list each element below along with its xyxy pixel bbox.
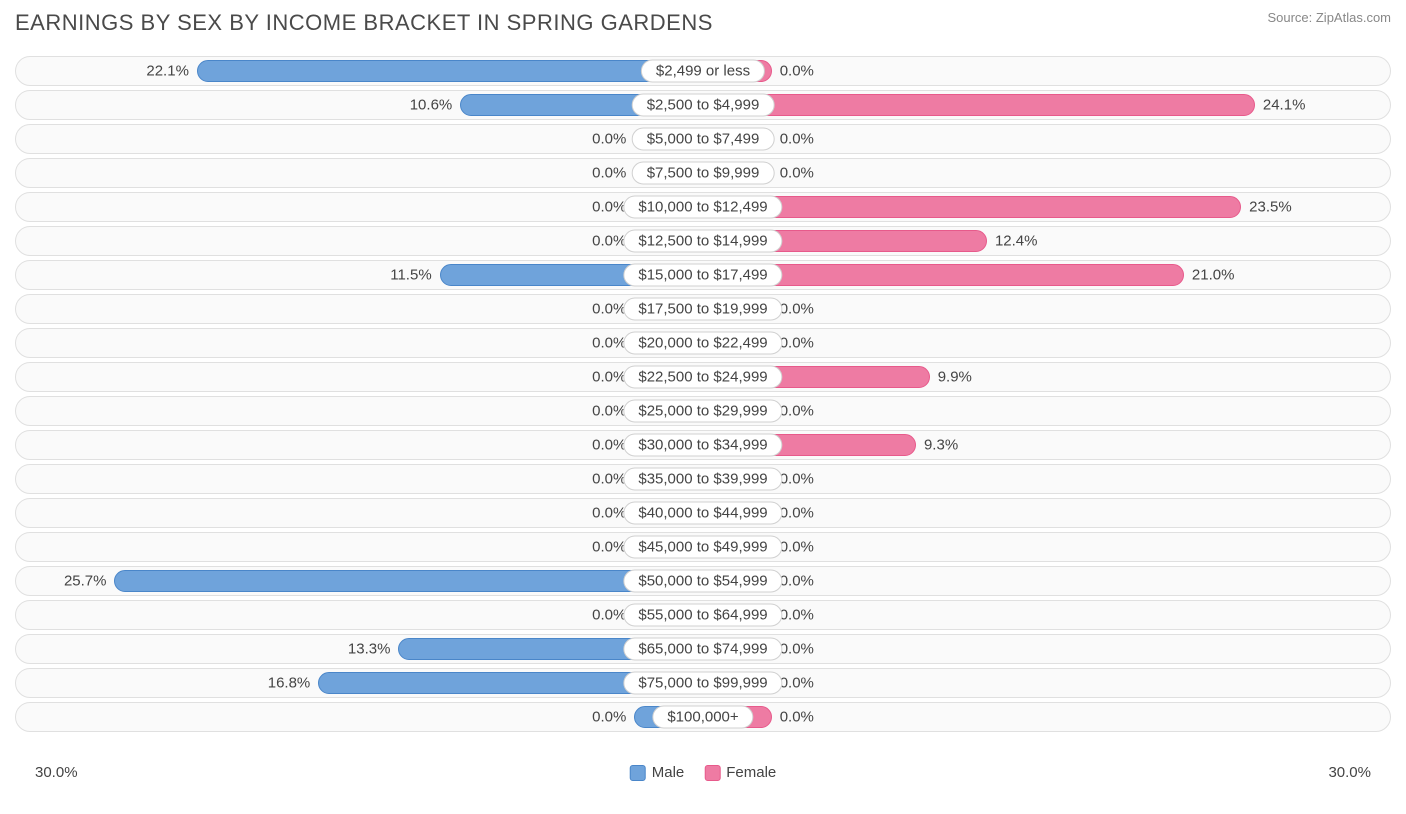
female-value: 0.0%	[780, 165, 814, 182]
male-value: 11.5%	[390, 267, 431, 284]
female-value: 0.0%	[780, 335, 814, 352]
male-value: 0.0%	[592, 233, 626, 250]
male-value: 0.0%	[592, 369, 626, 386]
female-value: 0.0%	[780, 301, 814, 318]
category-label: $65,000 to $74,999	[623, 638, 782, 661]
legend-swatch	[704, 765, 720, 781]
chart-row: 13.3% 0.0%$65,000 to $74,999	[15, 634, 1391, 664]
chart-row: 0.0% 0.0% $100,000+	[15, 702, 1391, 732]
male-value: 0.0%	[592, 437, 626, 454]
chart-title: EARNINGS BY SEX BY INCOME BRACKET IN SPR…	[15, 10, 713, 36]
female-value: 0.0%	[780, 539, 814, 556]
chart-row: 0.0% 0.0% $7,500 to $9,999	[15, 158, 1391, 188]
category-label: $2,499 or less	[641, 60, 765, 83]
female-value: 0.0%	[780, 63, 814, 80]
male-value: 0.0%	[592, 505, 626, 522]
male-value: 10.6%	[410, 97, 453, 114]
female-value: 0.0%	[780, 641, 814, 658]
female-value: 0.0%	[780, 471, 814, 488]
female-value: 0.0%	[780, 505, 814, 522]
male-value: 0.0%	[592, 709, 626, 726]
chart-row: 0.0% 0.0%$45,000 to $49,999	[15, 532, 1391, 562]
category-label: $30,000 to $34,999	[623, 434, 782, 457]
male-value: 0.0%	[592, 301, 626, 318]
male-value: 13.3%	[348, 641, 391, 658]
male-bar	[114, 570, 703, 592]
category-label: $10,000 to $12,499	[623, 196, 782, 219]
axis-max-left: 30.0%	[35, 764, 78, 781]
chart-row: 22.1% 0.0% $2,499 or less	[15, 56, 1391, 86]
chart-row: 0.0% 0.0% $5,000 to $7,499	[15, 124, 1391, 154]
chart-row: 0.0% 12.4% $12,500 to $14,999	[15, 226, 1391, 256]
male-value: 25.7%	[64, 573, 107, 590]
category-label: $25,000 to $29,999	[623, 400, 782, 423]
male-value: 0.0%	[592, 165, 626, 182]
category-label: $75,000 to $99,999	[623, 672, 782, 695]
chart-row: 0.0% 0.0%$20,000 to $22,499	[15, 328, 1391, 358]
male-value: 0.0%	[592, 199, 626, 216]
chart-row: 0.0% 0.0%$35,000 to $39,999	[15, 464, 1391, 494]
female-value: 9.9%	[938, 369, 972, 386]
legend-label: Male	[652, 764, 685, 781]
category-label: $5,000 to $7,499	[632, 128, 775, 151]
female-value: 0.0%	[780, 403, 814, 420]
category-label: $7,500 to $9,999	[632, 162, 775, 185]
female-value: 23.5%	[1249, 199, 1292, 216]
category-label: $17,500 to $19,999	[623, 298, 782, 321]
chart-row: 0.0% 0.0%$55,000 to $64,999	[15, 600, 1391, 630]
male-value: 0.0%	[592, 131, 626, 148]
category-label: $22,500 to $24,999	[623, 366, 782, 389]
chart-row: 0.0% 23.5% $10,000 to $12,499	[15, 192, 1391, 222]
legend-label: Female	[726, 764, 776, 781]
category-label: $2,500 to $4,999	[632, 94, 775, 117]
female-value: 0.0%	[780, 709, 814, 726]
category-label: $20,000 to $22,499	[623, 332, 782, 355]
legend-swatch	[630, 765, 646, 781]
male-value: 0.0%	[592, 607, 626, 624]
category-label: $35,000 to $39,999	[623, 468, 782, 491]
female-value: 0.0%	[780, 607, 814, 624]
female-value: 0.0%	[780, 131, 814, 148]
male-bar	[197, 60, 703, 82]
female-value: 24.1%	[1263, 97, 1306, 114]
female-value: 12.4%	[995, 233, 1038, 250]
male-value: 16.8%	[268, 675, 311, 692]
category-label: $55,000 to $64,999	[623, 604, 782, 627]
category-label: $100,000+	[652, 706, 753, 729]
female-value: 9.3%	[924, 437, 958, 454]
chart-row: 0.0% 0.0%$25,000 to $29,999	[15, 396, 1391, 426]
axis-max-right: 30.0%	[1328, 764, 1371, 781]
category-label: $45,000 to $49,999	[623, 536, 782, 559]
chart-row: 0.0% 9.9% $22,500 to $24,999	[15, 362, 1391, 392]
female-bar	[703, 196, 1241, 218]
chart-row: 0.0% 0.0%$40,000 to $44,999	[15, 498, 1391, 528]
chart-row: 11.5% 21.0% $15,000 to $17,499	[15, 260, 1391, 290]
female-value: 0.0%	[780, 573, 814, 590]
male-value: 0.0%	[592, 539, 626, 556]
category-label: $40,000 to $44,999	[623, 502, 782, 525]
female-value: 0.0%	[780, 675, 814, 692]
header: EARNINGS BY SEX BY INCOME BRACKET IN SPR…	[15, 10, 1391, 36]
male-value: 0.0%	[592, 403, 626, 420]
female-bar	[703, 94, 1255, 116]
category-label: $12,500 to $14,999	[623, 230, 782, 253]
male-value: 0.0%	[592, 335, 626, 352]
chart-area: 22.1% 0.0% $2,499 or less 10.6% 24.1% $2,500 …	[15, 56, 1391, 756]
chart-row: 0.0% 9.3% $30,000 to $34,999	[15, 430, 1391, 460]
legend-item: Male	[630, 764, 685, 781]
legend: Male Female	[630, 764, 777, 781]
male-value: 0.0%	[592, 471, 626, 488]
female-value: 21.0%	[1192, 267, 1235, 284]
chart-row: 0.0% 0.0%$17,500 to $19,999	[15, 294, 1391, 324]
chart-row: 16.8% 0.0%$75,000 to $99,999	[15, 668, 1391, 698]
chart-footer: 30.0% Male Female 30.0%	[15, 764, 1391, 794]
male-value: 22.1%	[146, 63, 189, 80]
category-label: $50,000 to $54,999	[623, 570, 782, 593]
source-label: Source: ZipAtlas.com	[1267, 10, 1391, 25]
legend-item: Female	[704, 764, 776, 781]
chart-row: 25.7% 0.0%$50,000 to $54,999	[15, 566, 1391, 596]
chart-row: 10.6% 24.1% $2,500 to $4,999	[15, 90, 1391, 120]
category-label: $15,000 to $17,499	[623, 264, 782, 287]
